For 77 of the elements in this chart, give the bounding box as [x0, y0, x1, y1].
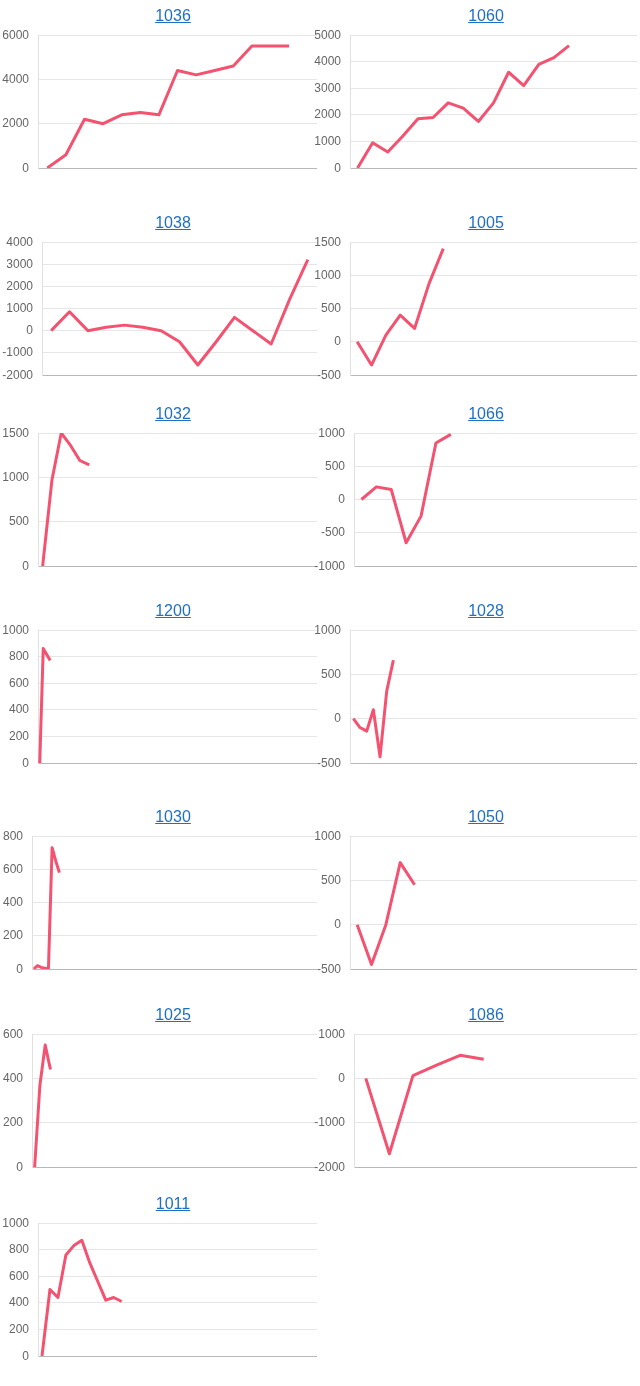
- y-tick-label: 800: [2, 828, 24, 843]
- chart-title: 1036: [154, 6, 192, 26]
- y-tick-label: 400: [8, 1294, 30, 1309]
- y-tick-label: 200: [8, 728, 30, 743]
- y-tick-label: 0: [338, 1070, 346, 1085]
- y-tick-label: 200: [2, 927, 24, 942]
- y-tick-label: 1000: [6, 300, 34, 315]
- chart-title: 1011: [154, 1194, 192, 1214]
- y-tick-label: 500: [320, 300, 342, 315]
- y-tick-label: 800: [8, 1241, 30, 1256]
- y-tick-label: 3000: [6, 256, 34, 271]
- y-tick-label: 600: [8, 1268, 30, 1283]
- y-tick-label: 500: [324, 458, 346, 473]
- y-tick-label: 1000: [314, 133, 342, 148]
- y-tick-label: 0: [334, 916, 342, 931]
- y-tick-label: 0: [334, 333, 342, 348]
- y-tick-label: 4000: [6, 234, 34, 249]
- y-tick-label: 0: [334, 710, 342, 725]
- y-tick-label: 600: [2, 861, 24, 876]
- y-tick-label: 1000: [2, 622, 30, 637]
- y-tick-label: 0: [22, 1348, 30, 1363]
- chart-title: 1050: [467, 807, 505, 827]
- chart-title: 1086: [467, 1005, 505, 1025]
- y-tick-label: 500: [320, 872, 342, 887]
- y-tick-label: 1000: [314, 622, 342, 637]
- y-tick-label: 600: [8, 675, 30, 690]
- y-tick-label: 1000: [318, 425, 346, 440]
- y-tick-label: 4000: [314, 53, 342, 68]
- y-tick-label: 0: [22, 160, 30, 175]
- y-tick-label: 6000: [2, 27, 30, 42]
- y-tick-label: 400: [2, 1070, 24, 1085]
- y-tick-label: 400: [8, 701, 30, 716]
- y-tick-label: -500: [316, 961, 342, 976]
- y-tick-label: 0: [26, 322, 34, 337]
- chart-title: 1066: [467, 404, 505, 424]
- y-tick-label: 5000: [314, 27, 342, 42]
- y-tick-label: -500: [320, 524, 346, 539]
- y-tick-label: -1000: [314, 1114, 346, 1129]
- y-tick-label: 0: [338, 491, 346, 506]
- y-tick-label: 200: [8, 1321, 30, 1336]
- y-tick-label: 500: [8, 513, 30, 528]
- y-tick-label: 600: [2, 1026, 24, 1041]
- chart-title: 1025: [154, 1005, 192, 1025]
- y-tick-label: -2000: [314, 1159, 346, 1174]
- y-tick-label: 0: [22, 558, 30, 573]
- y-tick-label: -500: [316, 755, 342, 770]
- y-tick-label: 1000: [318, 1026, 346, 1041]
- y-tick-label: -1000: [314, 558, 346, 573]
- chart-title: 1030: [154, 807, 192, 827]
- y-tick-label: 1000: [2, 469, 30, 484]
- chart-title: 1060: [467, 6, 505, 26]
- y-tick-label: -1000: [2, 344, 34, 359]
- y-tick-label: 3000: [314, 80, 342, 95]
- y-tick-label: 400: [2, 894, 24, 909]
- y-tick-label: 2000: [2, 115, 30, 130]
- chart-title: 1038: [154, 213, 192, 233]
- y-tick-label: 0: [16, 1159, 24, 1174]
- y-tick-label: 0: [22, 755, 30, 770]
- y-tick-label: 500: [320, 666, 342, 681]
- chart-title: 1005: [467, 213, 505, 233]
- y-tick-label: 200: [2, 1114, 24, 1129]
- chart-title: 1200: [154, 601, 192, 621]
- y-tick-label: 4000: [2, 71, 30, 86]
- y-tick-label: 1000: [314, 828, 342, 843]
- y-tick-label: -500: [316, 367, 342, 382]
- y-tick-label: 1500: [314, 234, 342, 249]
- chart-title: 1028: [467, 601, 505, 621]
- y-tick-label: 800: [8, 648, 30, 663]
- y-tick-label: 2000: [314, 106, 342, 121]
- y-tick-label: 0: [334, 160, 342, 175]
- y-tick-label: 1000: [314, 267, 342, 282]
- y-tick-label: 2000: [6, 278, 34, 293]
- y-tick-label: 0: [16, 961, 24, 976]
- y-tick-label: 1000: [2, 1215, 30, 1230]
- y-tick-label: -2000: [2, 367, 34, 382]
- chart-title: 1032: [154, 404, 192, 424]
- y-tick-label: 1500: [2, 425, 30, 440]
